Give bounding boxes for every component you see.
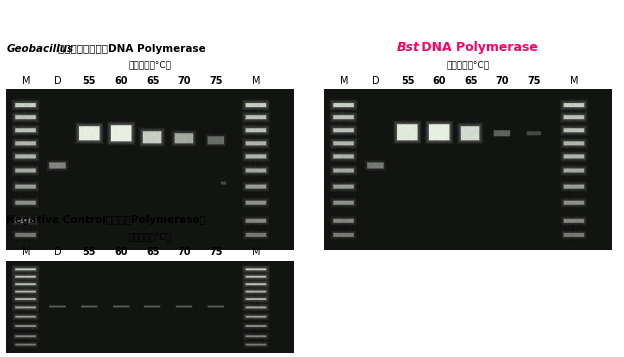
Text: 反应温度（°C）: 反应温度（°C） bbox=[129, 61, 171, 70]
Text: M: M bbox=[22, 76, 31, 86]
Text: D: D bbox=[373, 76, 380, 86]
Text: 60: 60 bbox=[114, 247, 128, 257]
Text: 反应温度（°C）: 反应温度（°C） bbox=[129, 232, 171, 241]
Text: 55: 55 bbox=[83, 247, 96, 257]
Text: 65: 65 bbox=[146, 247, 159, 257]
Text: DNA Polymerase: DNA Polymerase bbox=[417, 41, 538, 54]
Text: M: M bbox=[340, 76, 349, 86]
Text: 65: 65 bbox=[464, 76, 477, 86]
Text: 70: 70 bbox=[177, 247, 191, 257]
Text: 70: 70 bbox=[495, 76, 509, 86]
Text: 75: 75 bbox=[209, 247, 223, 257]
Text: 属菌来源链置换型DNA Polymerase: 属菌来源链置换型DNA Polymerase bbox=[58, 44, 206, 54]
Text: 55: 55 bbox=[83, 76, 96, 86]
Text: 55: 55 bbox=[401, 76, 414, 86]
Text: 70: 70 bbox=[177, 76, 191, 86]
Text: 75: 75 bbox=[527, 76, 541, 86]
Text: 60: 60 bbox=[114, 76, 128, 86]
Text: M: M bbox=[251, 76, 260, 86]
Text: Negative Control（未添加Polymerase）: Negative Control（未添加Polymerase） bbox=[6, 215, 206, 225]
Text: M: M bbox=[22, 247, 31, 257]
Text: D: D bbox=[54, 76, 62, 86]
Text: 75: 75 bbox=[209, 76, 223, 86]
Text: D: D bbox=[54, 247, 62, 257]
Text: Bst: Bst bbox=[396, 41, 419, 54]
Text: M: M bbox=[570, 76, 578, 86]
Text: M: M bbox=[251, 247, 260, 257]
Text: 反应温度（°C）: 反应温度（°C） bbox=[447, 61, 489, 70]
Text: 65: 65 bbox=[146, 76, 159, 86]
Text: Geobacillus: Geobacillus bbox=[6, 44, 74, 54]
Text: 60: 60 bbox=[432, 76, 446, 86]
